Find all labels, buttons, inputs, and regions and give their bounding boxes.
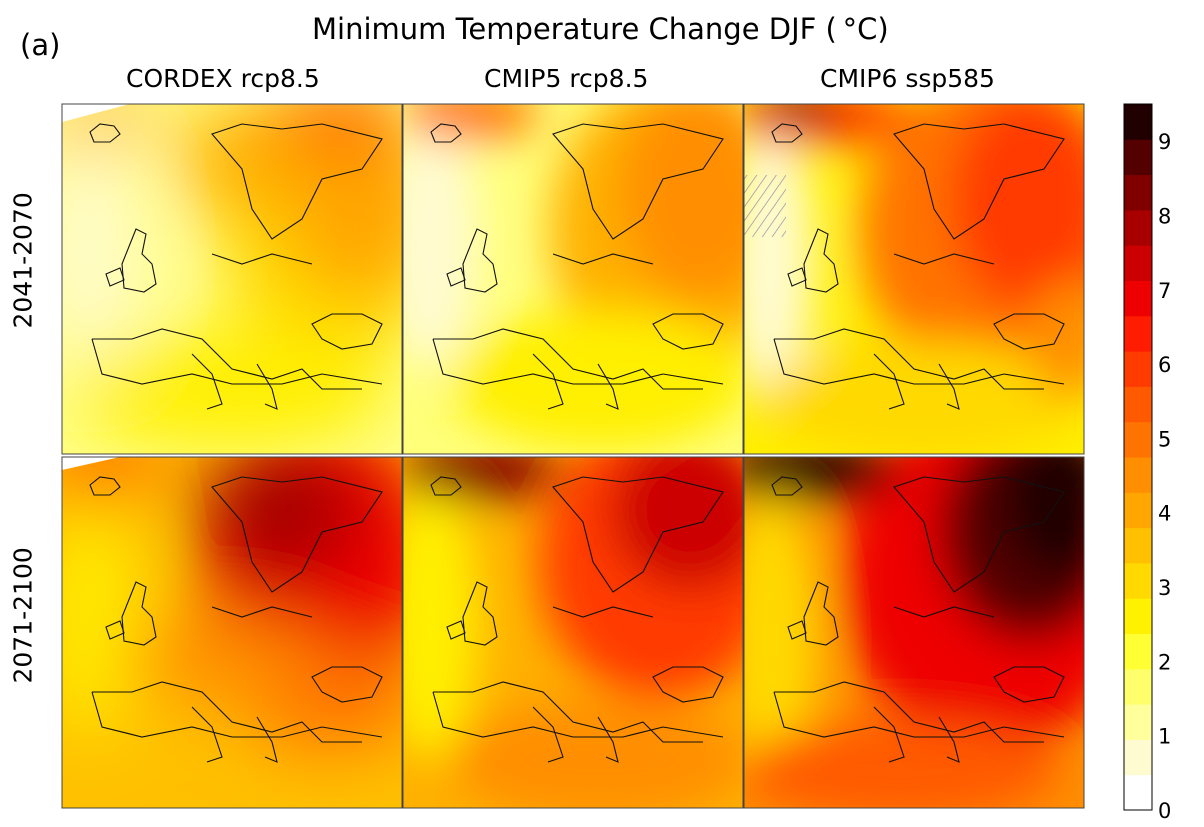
colorbar-block <box>1124 774 1152 811</box>
figure-title: Minimum Temperature Change DJF ( °C) <box>312 12 889 46</box>
colorbar-tick-label: 0 <box>1158 799 1171 823</box>
colorbar-block <box>1124 139 1152 176</box>
colorbar-block <box>1124 527 1152 564</box>
colorbar-tick-label: 6 <box>1158 353 1171 377</box>
colorbar-block <box>1124 209 1152 246</box>
colorbar-block <box>1124 633 1152 670</box>
map-cmip6-2041-2070 <box>744 104 1084 454</box>
colorbar-block <box>1124 421 1152 458</box>
colorbar-block <box>1124 704 1152 740</box>
panel-frames <box>61 103 1085 809</box>
colorbar-tick-label: 2 <box>1158 650 1171 674</box>
column-title-cmip5: CMIP5 rcp8.5 <box>484 64 649 93</box>
map-cordex-2041-2070 <box>62 104 402 454</box>
colorbar-tick-label: 9 <box>1158 130 1171 154</box>
colorbar-block <box>1124 598 1152 634</box>
colorbar-block <box>1124 104 1152 140</box>
coastline-sketch <box>771 123 1065 410</box>
colorbar-blocks <box>1124 104 1152 811</box>
colorbar-tick-label: 1 <box>1158 725 1171 749</box>
coastline-sketch <box>771 476 1065 763</box>
colorbar-block <box>1124 351 1152 387</box>
colorbar-block <box>1124 245 1152 281</box>
coastline-sketch <box>430 476 724 763</box>
column-title-cordex: CORDEX rcp8.5 <box>126 64 320 93</box>
map-cmip6-2071-2100 <box>744 457 1084 808</box>
colorbar-block <box>1124 280 1152 317</box>
colorbar-ticks: 0 1 2 3 4 5 6 7 8 9 <box>1158 130 1171 823</box>
map-cmip5-2041-2070 <box>403 104 743 454</box>
map-cmip5-2071-2100 <box>403 457 743 808</box>
panel-letter: (a) <box>20 28 61 62</box>
map-cordex-2071-2100 <box>62 457 402 808</box>
colorbar-block <box>1124 386 1152 423</box>
colorbar-block <box>1124 315 1152 352</box>
colorbar-block <box>1124 174 1152 211</box>
colorbar-block <box>1124 668 1152 705</box>
colorbar-tick-label: 3 <box>1158 576 1171 600</box>
coastline-sketch <box>89 123 383 410</box>
colorbar-tick-label: 5 <box>1158 427 1171 451</box>
colorbar-block <box>1124 739 1152 776</box>
colorbar-block <box>1124 492 1152 529</box>
colorbar-block <box>1124 562 1152 599</box>
colorbar-frame <box>1123 103 1153 811</box>
colorbar-tick-label: 7 <box>1158 279 1171 303</box>
coastline-sketch <box>89 476 383 763</box>
colorbar-tick-label: 8 <box>1158 204 1171 228</box>
coastline-sketch <box>430 123 724 410</box>
column-title-cmip6: CMIP6 ssp585 <box>820 64 995 93</box>
colorbar-block <box>1124 457 1152 493</box>
colorbar-tick-label: 4 <box>1158 502 1171 526</box>
coastlines <box>89 123 1065 763</box>
